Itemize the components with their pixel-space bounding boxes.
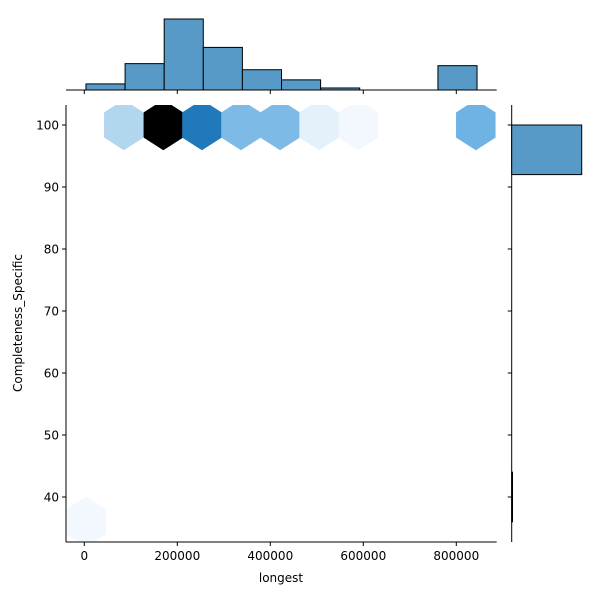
right-hist-bar [511, 124, 583, 176]
y-tick-label: 70 [44, 305, 59, 319]
top-hist-bar [241, 69, 283, 91]
hexbin [299, 105, 339, 151]
y-tick-label: 60 [44, 367, 59, 381]
y-tick-label: 90 [44, 181, 59, 195]
top-hist-bar [163, 18, 204, 91]
top-hist-bar [202, 46, 243, 91]
top-hist-bar [85, 83, 126, 91]
top-hist-bar [320, 87, 361, 91]
right-hist-bar [511, 471, 514, 523]
hexbin [221, 105, 261, 151]
top-hist-bar [437, 65, 478, 91]
x-tick-label: 400000 [247, 549, 293, 563]
x-tick-label: 800000 [433, 549, 479, 563]
main-axes: 0 200000 400000 600000 800000 40 50 60 70 80 90 100 [36, 105, 497, 563]
hexbin [143, 105, 184, 151]
hexbin [456, 105, 496, 151]
x-axis-label: longest [259, 571, 304, 585]
marginal-x-histogram [66, 18, 497, 94]
hexbin [104, 105, 144, 151]
hexbin [338, 105, 378, 151]
x-tick-label: 600000 [340, 549, 386, 563]
x-tick-label: 0 [80, 549, 88, 563]
y-tick-label: 80 [44, 243, 59, 257]
y-tick-label: 50 [44, 429, 59, 443]
hexbin [260, 105, 300, 151]
top-hist-bar [281, 79, 322, 91]
y-tick-label: 40 [44, 491, 59, 505]
hexbin-layer [66, 105, 496, 542]
marginal-y-histogram [507, 105, 583, 542]
hexbin [182, 105, 222, 151]
top-hist-bar [124, 63, 165, 91]
hexbin [66, 496, 106, 542]
x-tick-label: 200000 [154, 549, 200, 563]
y-axis-label: Completeness_Specific [11, 254, 25, 392]
y-tick-label: 100 [36, 119, 59, 133]
